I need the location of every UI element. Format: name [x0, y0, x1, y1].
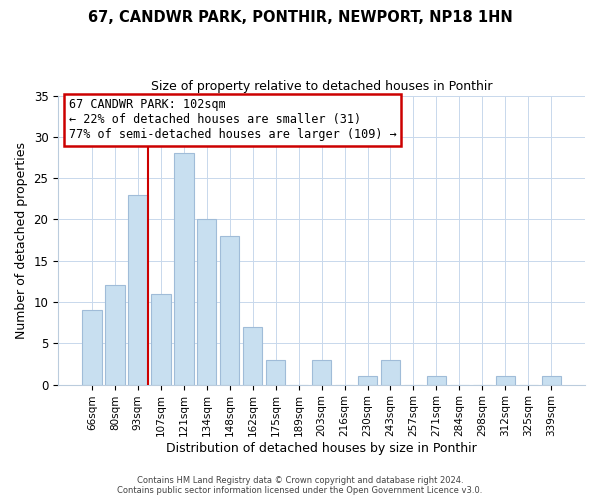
Y-axis label: Number of detached properties: Number of detached properties: [15, 142, 28, 338]
Text: 67, CANDWR PARK, PONTHIR, NEWPORT, NP18 1HN: 67, CANDWR PARK, PONTHIR, NEWPORT, NP18 …: [88, 10, 512, 25]
Bar: [427, 376, 446, 384]
Bar: [243, 327, 262, 384]
Bar: [266, 360, 286, 384]
Text: 67 CANDWR PARK: 102sqm
← 22% of detached houses are smaller (31)
77% of semi-det: 67 CANDWR PARK: 102sqm ← 22% of detached…: [68, 98, 397, 142]
Bar: [542, 376, 561, 384]
Text: Contains HM Land Registry data © Crown copyright and database right 2024.
Contai: Contains HM Land Registry data © Crown c…: [118, 476, 482, 495]
Bar: [381, 360, 400, 384]
Bar: [105, 286, 125, 384]
Bar: [151, 294, 170, 384]
Bar: [358, 376, 377, 384]
Bar: [82, 310, 101, 384]
Bar: [174, 154, 194, 384]
Bar: [197, 220, 217, 384]
Bar: [128, 194, 148, 384]
X-axis label: Distribution of detached houses by size in Ponthir: Distribution of detached houses by size …: [166, 442, 477, 455]
Bar: [220, 236, 239, 384]
Bar: [496, 376, 515, 384]
Title: Size of property relative to detached houses in Ponthir: Size of property relative to detached ho…: [151, 80, 493, 93]
Bar: [312, 360, 331, 384]
